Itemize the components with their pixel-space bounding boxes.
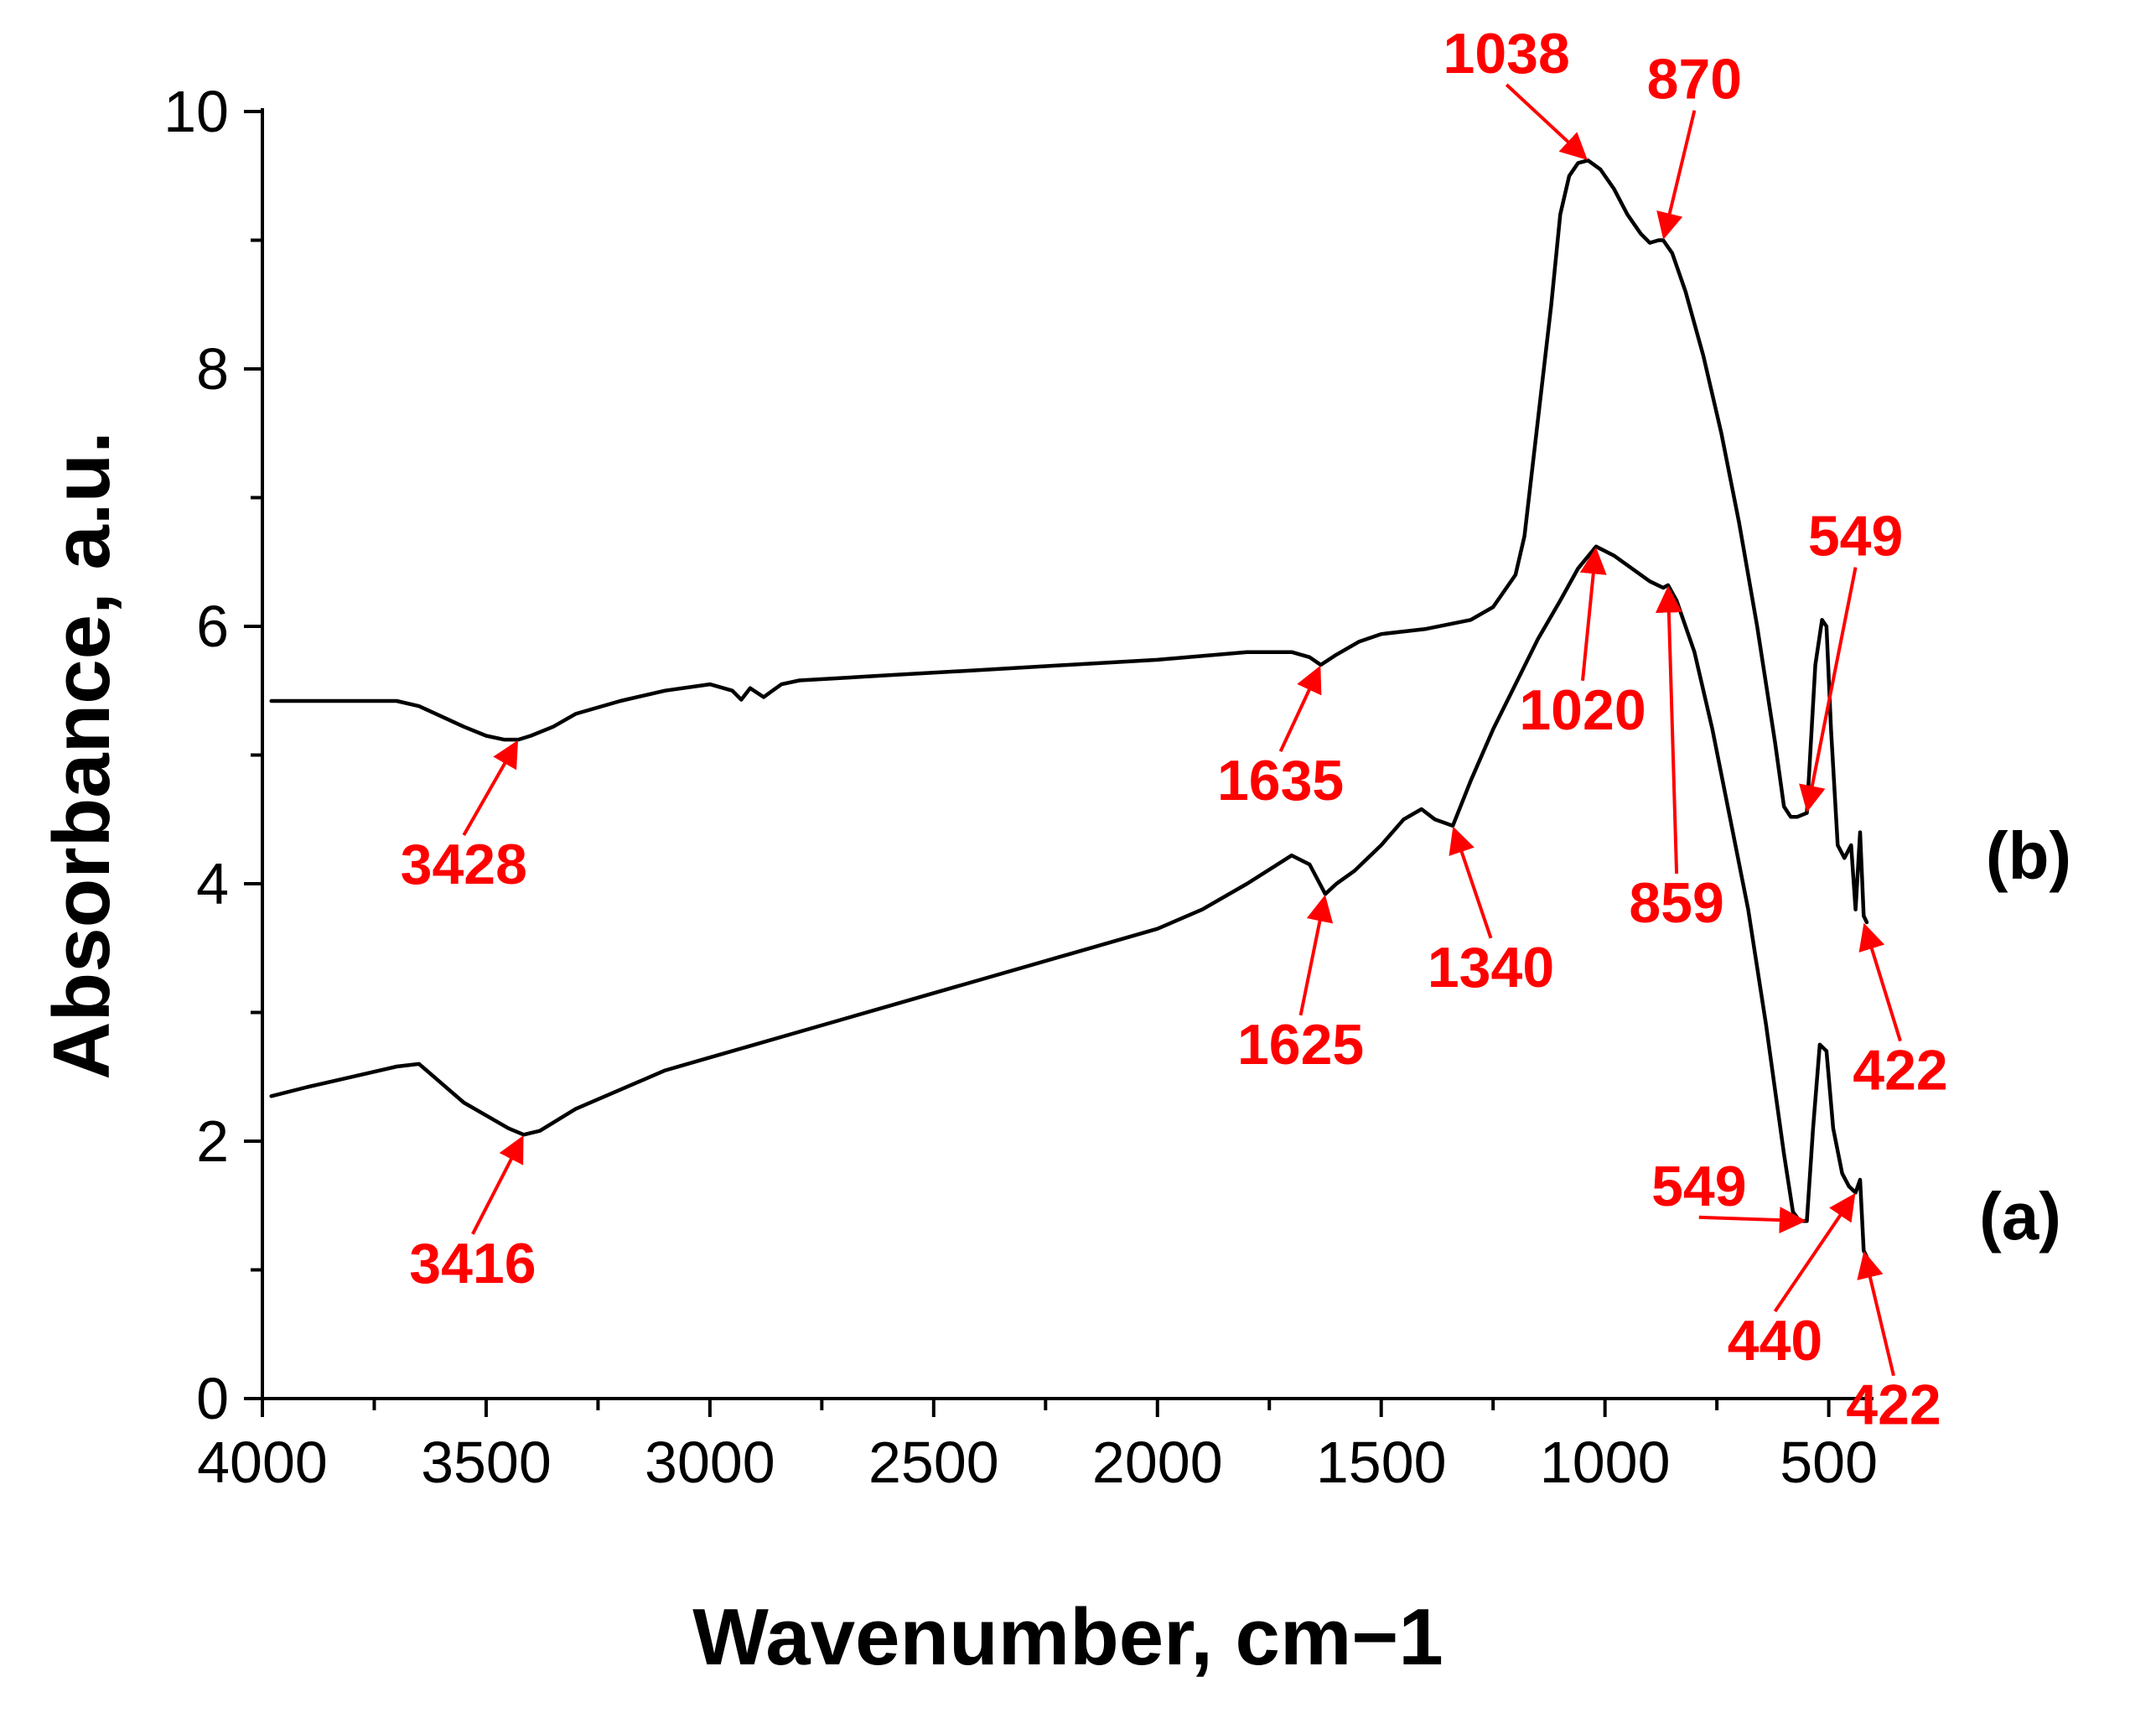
annotation-arrow: [1579, 547, 1607, 681]
peak-label: 1038: [1443, 22, 1570, 86]
series-line-b: [269, 158, 1869, 925]
x-tick-label: 2000: [1092, 1430, 1223, 1495]
y-axis-title: Absorbance, a.u.: [37, 431, 127, 1080]
annotation-arrow: [1698, 1207, 1806, 1234]
annotation-arrow: [1505, 83, 1588, 160]
peak-label: 3416: [409, 1232, 536, 1295]
peak-label: 870: [1647, 48, 1742, 112]
annotation-arrow: [1799, 567, 1858, 812]
peak-label: 1635: [1217, 749, 1344, 812]
peak-label: 859: [1629, 871, 1723, 935]
annotation-arrow: [1298, 894, 1334, 1016]
annotation-arrow: [1857, 1251, 1895, 1377]
peak-label: 1020: [1519, 678, 1646, 742]
y-tick-label: 0: [196, 1366, 229, 1431]
annotation-layer: 3416 1625 1340 1020 859 549 440 422 3428 1635 1038…: [401, 22, 1948, 1437]
series-label-a: (a): [1979, 1179, 2061, 1254]
annotation-arrow: [1449, 826, 1493, 939]
x-tick-label: 2500: [868, 1430, 999, 1495]
peak-label: 549: [1808, 505, 1903, 568]
peak-label: 440: [1728, 1309, 1822, 1373]
peak-label: 3428: [401, 833, 527, 896]
y-tick-label: 6: [196, 594, 229, 659]
peak-label: 422: [1846, 1373, 1941, 1437]
series-label-layer: (a) (b): [1979, 818, 2071, 1254]
annotation-arrow: [462, 740, 519, 836]
axes: [261, 108, 1874, 1400]
x-axis-title: Wavenumber, cm−1: [692, 1592, 1443, 1682]
annotation-arrow: [471, 1134, 524, 1235]
annotation-arrow: [1858, 922, 1902, 1042]
peak-label: 1625: [1237, 1013, 1364, 1077]
x-tick-label: 3000: [645, 1430, 775, 1495]
y-ticks: 0 2 4 6 8 10: [163, 79, 262, 1431]
peak-label: 1340: [1428, 936, 1554, 999]
x-tick-label: 3500: [421, 1430, 552, 1495]
series-label-b: (b): [1986, 818, 2071, 893]
annotation-arrow: [1278, 665, 1322, 753]
x-tick-label: 1500: [1316, 1430, 1447, 1495]
y-tick-label: 2: [196, 1108, 229, 1174]
y-tick-label: 8: [196, 336, 229, 402]
annotation-arrow: [1773, 1192, 1856, 1313]
y-tick-label: 4: [196, 851, 229, 916]
peak-label: 549: [1651, 1155, 1746, 1218]
y-tick-label: 10: [163, 79, 229, 144]
annotation-arrow: [1655, 585, 1682, 875]
x-tick-label: 500: [1780, 1430, 1878, 1495]
annotation-arrow: [1656, 110, 1697, 240]
peak-label: 422: [1853, 1039, 1947, 1103]
series-line-a: [269, 544, 1869, 1259]
x-tick-label: 4000: [197, 1430, 328, 1495]
x-tick-label: 1000: [1540, 1430, 1671, 1495]
x-ticks: 4000 3500 3000 2500 2000 1500 1000 500: [197, 1399, 1878, 1495]
